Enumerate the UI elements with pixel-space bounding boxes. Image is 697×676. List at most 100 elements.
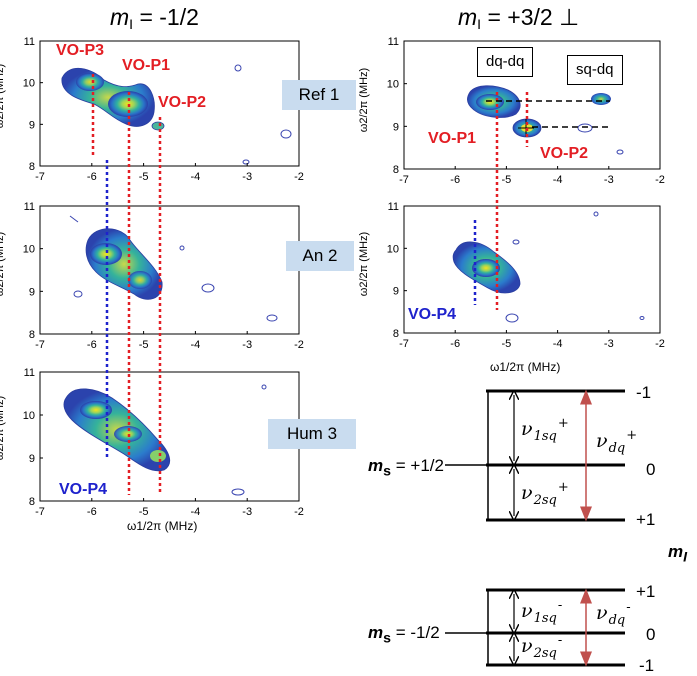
peak-label-vo-p4-left: VO-P4 <box>59 481 108 498</box>
panel-left-ref1 <box>39 40 300 167</box>
ms-minus-label: ms = -1/2 <box>368 623 440 646</box>
x-tick-label: -6 <box>87 339 97 351</box>
x-tick-label: -7 <box>399 174 409 186</box>
y-tick-label: 9 <box>29 286 35 298</box>
x-tick-label: -6 <box>87 171 97 183</box>
y-tick-label: 9 <box>29 453 35 465</box>
x-tick-label: -2 <box>655 174 665 186</box>
header-left-sub: I <box>129 16 134 32</box>
peak-label-vo-p2-left: VO-P2 <box>158 94 207 111</box>
level-label-down-1: +1 <box>636 582 656 601</box>
nu-symbol: ν <box>596 602 608 624</box>
y-tick-label: 11 <box>24 36 35 48</box>
header-right-m: m <box>458 4 478 30</box>
sample-label-hum3: Hum 3 <box>268 419 356 449</box>
x-tick-label: -5 <box>139 171 149 183</box>
mi-axis-label: mI <box>668 542 687 565</box>
level-label-up-3: +1 <box>636 510 656 529</box>
x-tick-label: -2 <box>294 506 304 518</box>
y-tick-label: 8 <box>29 161 35 173</box>
y-tick-label: 8 <box>29 496 35 508</box>
x-tick-label: -2 <box>655 338 665 350</box>
ref-lines-right <box>473 92 612 310</box>
nu-sub: 1sq <box>533 429 557 444</box>
x-tick-label: -7 <box>399 338 409 350</box>
header-right-value: = +3/2 <box>481 4 553 30</box>
y-tick-label: 9 <box>393 286 399 298</box>
y-tick-label: 10 <box>23 244 35 256</box>
x-tick-label: -4 <box>191 171 201 183</box>
nu-sign: + <box>626 428 638 443</box>
level-label-up-2: 0 <box>646 460 656 479</box>
ms-plus-symbol: m <box>368 456 384 475</box>
energy-diagram-ms-plus <box>445 389 625 522</box>
nu-2sq-minus: ν2sq- <box>521 633 562 661</box>
sample-label-an2: An 2 <box>286 241 354 271</box>
peak-label-vo-p1-right: VO-P1 <box>428 130 477 147</box>
nu-symbol: ν <box>521 482 533 504</box>
box-label-sq-dq: sq-dq <box>567 55 623 85</box>
level-label-up-1: -1 <box>636 383 652 402</box>
nu-dq-plus: νdq+ <box>596 428 637 456</box>
y-tick-label: 11 <box>24 201 35 213</box>
x-tick-label: -6 <box>450 338 460 350</box>
ylabel-left-2: ω2/2π (MHz) <box>0 231 7 297</box>
energy-diagram-ms-minus <box>445 588 625 667</box>
x-tick-label: -3 <box>242 339 252 351</box>
nu-sign: - <box>557 598 563 613</box>
y-tick-label: 9 <box>393 121 399 133</box>
header-perp-symbol: ⊥ <box>559 4 580 30</box>
panel-right-second <box>403 205 661 334</box>
header-right-sub: I <box>477 16 482 32</box>
x-tick-label: -5 <box>139 506 149 518</box>
x-tick-label: -4 <box>191 339 201 351</box>
ms-minus-sub: s <box>383 630 391 647</box>
level-label-down-3: -1 <box>639 656 655 675</box>
x-tick-label: -6 <box>450 174 460 186</box>
ylabel-left-3: ω2/2π (MHz) <box>0 395 7 461</box>
y-tick-label: 10 <box>387 79 399 91</box>
x-tick-label: -5 <box>502 174 512 186</box>
ms-plus-label: ms = +1/2 <box>368 456 444 479</box>
panel-left-an2 <box>39 205 300 335</box>
header-right: mI = +3/2 ⊥ <box>458 4 579 32</box>
nu-sub: dq <box>608 613 626 628</box>
y-tick-label: 11 <box>388 36 399 48</box>
xlabel-left: ω1/2π (MHz) <box>127 519 198 533</box>
x-tick-label: -4 <box>553 174 563 186</box>
nu-symbol: ν <box>521 635 533 657</box>
xlabel-right: ω1/2π (MHz) <box>490 360 561 374</box>
x-tick-label: -3 <box>604 338 614 350</box>
y-tick-label: 10 <box>23 410 35 422</box>
y-tick-label: 9 <box>29 119 35 131</box>
nu-1sq-plus: ν1sq+ <box>521 416 569 444</box>
mi-symbol: m <box>668 542 684 561</box>
nu-sign: - <box>626 600 631 615</box>
peak-label-vo-p2-right: VO-P2 <box>540 145 589 162</box>
x-tick-label: -4 <box>553 338 563 350</box>
ylabel-right-1: ω2/2π (MHz) <box>358 67 371 133</box>
nu-sub: dq <box>608 441 626 456</box>
x-tick-label: -7 <box>35 506 45 518</box>
x-tick-label: -5 <box>139 339 149 351</box>
nu-sign: + <box>557 480 569 495</box>
x-tick-label: -3 <box>604 174 614 186</box>
y-tick-label: 8 <box>393 328 399 340</box>
header-left: mI = -1/2 <box>110 4 199 32</box>
y-tick-label: 8 <box>393 164 399 176</box>
nu-sign: - <box>557 633 563 648</box>
header-left-value: = -1/2 <box>133 4 199 30</box>
y-tick-label: 11 <box>388 201 399 213</box>
nu-symbol: ν <box>521 600 533 622</box>
x-tick-label: -7 <box>35 339 45 351</box>
nu-sub: 2sq <box>533 493 557 508</box>
nu-2sq-plus: ν2sq+ <box>521 480 569 508</box>
box-label-dq-dq: dq-dq <box>477 47 534 77</box>
x-tick-label: -2 <box>294 171 304 183</box>
x-tick-label: -4 <box>191 506 201 518</box>
x-tick-label: -5 <box>502 338 512 350</box>
y-tick-label: 8 <box>29 329 35 341</box>
axis-ticks: -7 -6 -5 -4 -3 -2 8 9 10 11 -7 -6 -5 -4 -3 -2 8 9 10 11 -7 -6… <box>23 36 665 518</box>
ref-lines-left <box>91 74 162 495</box>
nu-sub: 1sq <box>533 611 557 626</box>
